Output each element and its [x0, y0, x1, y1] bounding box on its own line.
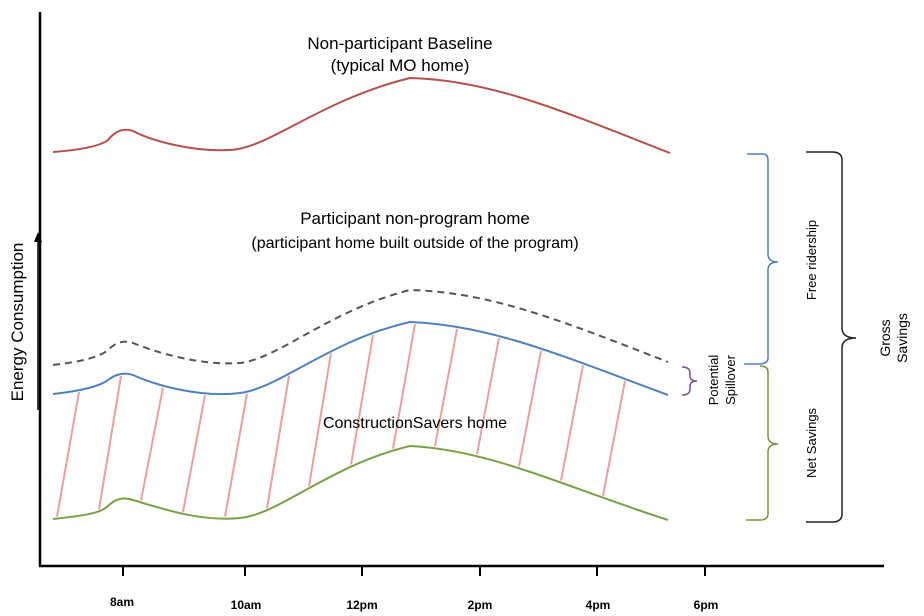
free-ridership-label: Free ridership	[804, 220, 819, 300]
hatch-line	[56, 391, 80, 517]
x-tick-label: 6pm	[694, 598, 719, 612]
nonprogram-curve	[52, 288, 669, 366]
gross-savings-label: Savings	[894, 313, 910, 363]
potential-spillover-label: Spillover	[723, 354, 738, 405]
construction-title: ConstructionSavers home	[323, 415, 507, 432]
x-tick-label: 12pm	[346, 598, 377, 612]
hatch-line	[98, 375, 122, 510]
hatch-line	[350, 334, 374, 465]
hatch-line	[476, 337, 500, 455]
nonprogram-title: Participant non-program home	[300, 209, 530, 228]
y-axis-label: Energy Consumption	[8, 243, 27, 402]
baseline-subtitle: (typical MO home)	[331, 56, 470, 75]
x-tick-label: 2pm	[468, 598, 493, 612]
hatch-line	[266, 375, 290, 509]
x-tick-label: 4pm	[586, 598, 611, 612]
net-savings-label: Net Savings	[804, 407, 819, 478]
hatch-line	[182, 395, 206, 512]
net-savings-bracket	[746, 365, 779, 521]
baseline-curve	[52, 76, 671, 154]
hatch-line	[224, 393, 248, 517]
x-tick-label: 8am	[110, 595, 134, 609]
free-ridership-bracket	[744, 153, 779, 365]
hatch-line	[140, 387, 164, 501]
hatch-line	[434, 328, 458, 447]
potential-spillover-label: Potential	[706, 355, 721, 406]
y-axis-arrow-icon	[34, 232, 42, 410]
baseline-title: Non-participant Baseline	[307, 34, 492, 53]
hatch-line	[602, 380, 626, 496]
hatch-line	[392, 324, 416, 449]
hatch-line	[308, 353, 332, 487]
gross-savings-bracket	[806, 151, 857, 523]
x-tick-marks	[122, 566, 706, 576]
hatch-line	[518, 350, 542, 467]
x-tick-label: 10am	[231, 598, 262, 612]
savings-hatching	[56, 324, 626, 517]
potential-spillover-bracket	[681, 366, 698, 396]
hatch-line	[560, 365, 584, 481]
construction-curve	[52, 444, 669, 521]
gross-savings-label: Gross	[877, 319, 893, 356]
program-curve	[52, 320, 669, 396]
nonprogram-subtitle: (participant home built outside of the p…	[251, 235, 578, 252]
